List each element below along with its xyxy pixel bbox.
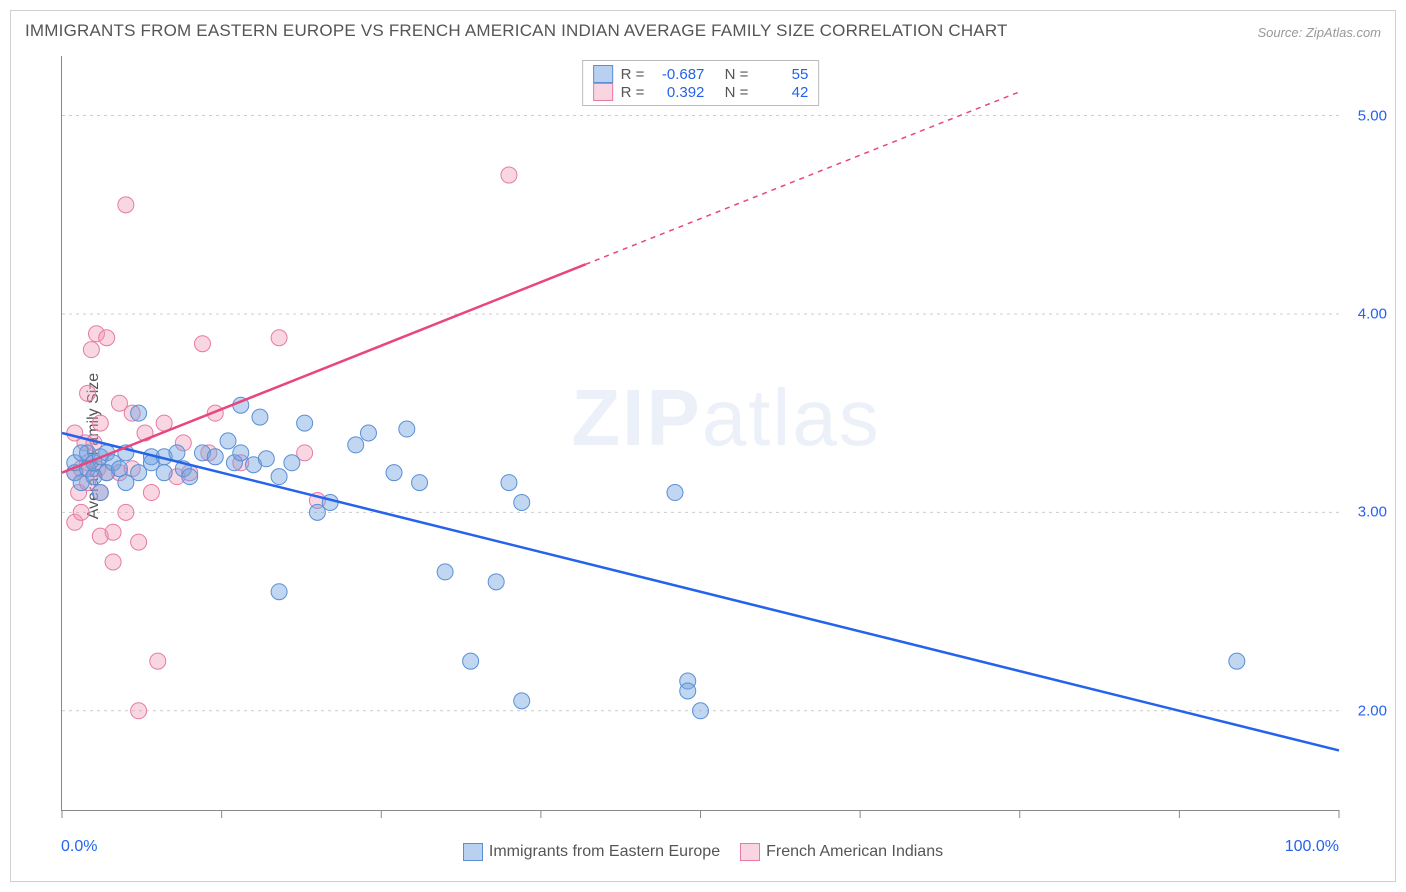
plot-area: ZIPatlas R = -0.687 N = 55 R = 0.392 N =…	[61, 56, 1339, 811]
series-legend: Immigrants from Eastern Europe French Am…	[11, 843, 1395, 861]
r-label: R =	[621, 66, 645, 83]
r-value-blue: -0.687	[652, 66, 704, 83]
chart-title: IMMIGRANTS FROM EASTERN EUROPE VS FRENCH…	[25, 21, 1008, 41]
source-label: Source: ZipAtlas.com	[1257, 25, 1381, 40]
stats-legend: R = -0.687 N = 55 R = 0.392 N = 42	[582, 60, 820, 106]
legend-label-pink: French American Indians	[766, 843, 943, 861]
n-label: N =	[725, 66, 749, 83]
n-label: N =	[725, 84, 749, 101]
r-value-pink: 0.392	[652, 84, 704, 101]
swatch-pink-icon	[740, 843, 760, 861]
r-label: R =	[621, 84, 645, 101]
y-tick-label: 4.00	[1358, 305, 1387, 322]
legend-item-blue: Immigrants from Eastern Europe	[463, 843, 720, 861]
swatch-pink-icon	[593, 83, 613, 101]
n-value-pink: 42	[756, 84, 808, 101]
swatch-blue-icon	[463, 843, 483, 861]
y-tick-label: 5.00	[1358, 107, 1387, 124]
n-value-blue: 55	[756, 66, 808, 83]
chart-container: IMMIGRANTS FROM EASTERN EUROPE VS FRENCH…	[10, 10, 1396, 882]
legend-label-blue: Immigrants from Eastern Europe	[489, 843, 720, 861]
stats-row-blue: R = -0.687 N = 55	[593, 65, 809, 83]
stats-row-pink: R = 0.392 N = 42	[593, 83, 809, 101]
plot-svg	[62, 56, 1339, 810]
legend-item-pink: French American Indians	[740, 843, 943, 861]
y-tick-label: 2.00	[1358, 702, 1387, 719]
y-tick-label: 3.00	[1358, 504, 1387, 521]
swatch-blue-icon	[593, 65, 613, 83]
